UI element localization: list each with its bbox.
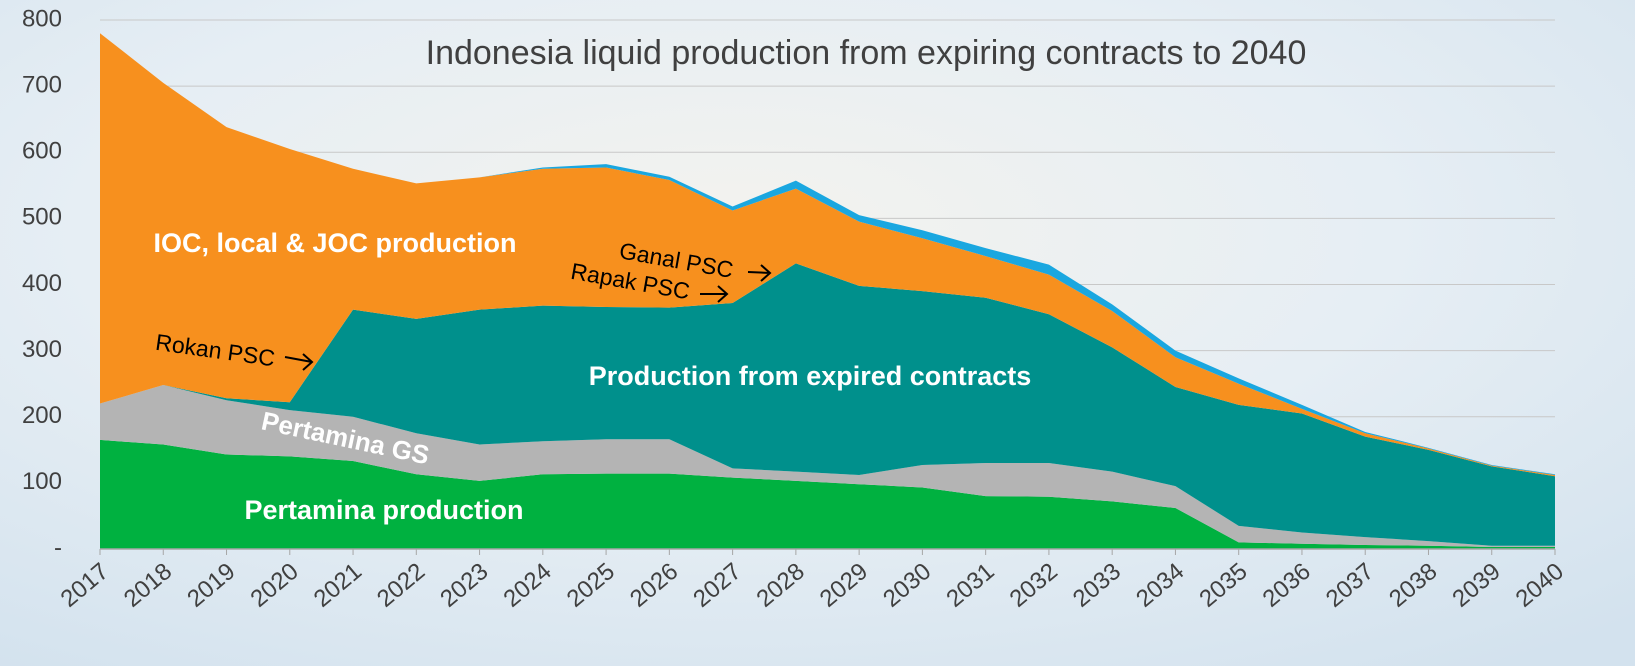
chart-title: Indonesia liquid production from expirin… xyxy=(426,34,1307,72)
y-tick-label: 700 xyxy=(22,71,62,98)
chart: Indonesia liquid production from expirin… xyxy=(0,0,1635,666)
y-tick-label: 800 xyxy=(22,5,62,32)
series-label: IOC, local & JOC production xyxy=(153,228,516,258)
page: Indonesia liquid production from expirin… xyxy=(0,0,1635,666)
series-label: Pertamina production xyxy=(244,495,523,525)
series-label: Production from expired contracts xyxy=(589,361,1032,391)
y-tick-label: 100 xyxy=(22,468,62,495)
y-tick-label: 300 xyxy=(22,336,62,363)
y-tick-label: 200 xyxy=(22,402,62,429)
y-tick-label: 600 xyxy=(22,138,62,165)
y-tick-label: 400 xyxy=(22,270,62,297)
y-tick-label: - xyxy=(54,534,62,561)
y-tick-label: 500 xyxy=(22,204,62,231)
